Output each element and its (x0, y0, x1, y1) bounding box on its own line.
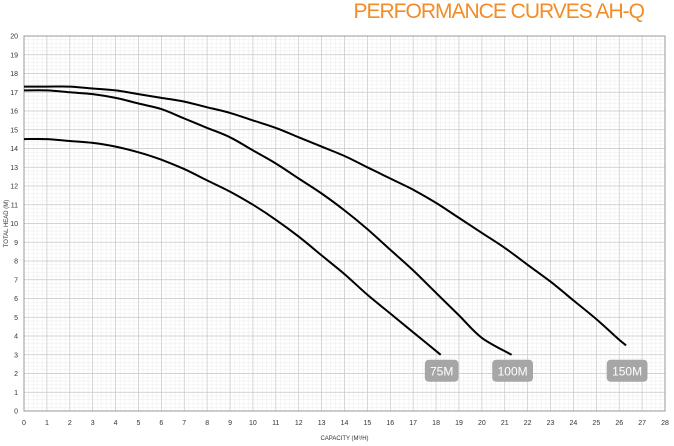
x-tick-label: 17 (409, 420, 417, 427)
y-tick-label: 19 (10, 52, 18, 59)
curve-label-75m: 75M (424, 359, 459, 382)
x-tick-label: 4 (114, 420, 118, 427)
x-axis-title: CAPACITY (M³/H) (320, 436, 368, 442)
y-tick-label: 20 (10, 34, 18, 41)
x-tick-label: 5 (137, 420, 141, 427)
y-tick-label: 5 (14, 315, 18, 322)
plot-frame (23, 35, 666, 412)
x-tick-label: 16 (386, 420, 394, 427)
y-tick-label: 2 (14, 371, 18, 378)
x-tick-labels: 0 1 2 3 4 5 6 7 8 9 10 11 12 13 14 15 16 17 18 19 20 21 22 23 24… (22, 420, 669, 427)
y-tick-label: 1 (14, 390, 18, 397)
x-tick-label: 3 (91, 420, 95, 427)
y-tick-label: 13 (10, 165, 18, 172)
y-tick-label: 9 (14, 240, 18, 247)
y-tick-label: 12 (10, 184, 18, 191)
x-tick-label: 1 (45, 420, 49, 427)
y-tick-label: 7 (14, 277, 18, 284)
series-line-75m (23, 137, 442, 356)
x-tick-label: 27 (638, 420, 646, 427)
y-tick-label: 11 (11, 202, 18, 209)
series-line-100m (23, 89, 513, 356)
x-tick-label: 13 (318, 420, 326, 427)
curve-label-badge (424, 359, 459, 382)
chart-title: PERFORMANCE CURVES AH-Q (353, 0, 645, 23)
x-tick-label: 10 (249, 420, 257, 427)
y-tick-label: 18 (10, 71, 18, 78)
x-tick-label: 2 (68, 420, 72, 427)
y-axis-title: TOTAL HEAD (M) (4, 200, 10, 248)
x-tick-label: 26 (615, 420, 623, 427)
y-tick-label: 0 (14, 409, 18, 416)
series-lines (23, 85, 627, 356)
x-tick-label: 8 (205, 420, 209, 427)
x-tick-label: 24 (570, 420, 578, 427)
curve-label-150m: 150M (606, 359, 648, 382)
axes (23, 35, 666, 412)
x-tick-label: 15 (363, 420, 371, 427)
x-tick-label: 20 (478, 420, 486, 427)
x-tick-label: 22 (524, 420, 532, 427)
series-line-150m (24, 85, 627, 347)
y-tick-label: 6 (14, 296, 18, 303)
y-tick-label: 14 (10, 146, 18, 153)
curve-label-text: 150M (612, 364, 642, 378)
y-tick-label: 16 (10, 109, 18, 116)
curve-label-100m: 100M (492, 359, 534, 382)
x-tick-label: 21 (501, 420, 509, 427)
y-tick-label: 17 (10, 90, 18, 97)
x-tick-label: 14 (341, 420, 349, 427)
y-tick-label: 4 (14, 334, 18, 341)
y-tick-label: 8 (14, 259, 18, 266)
x-tick-label: 18 (432, 420, 440, 427)
x-tick-label: 25 (592, 420, 600, 427)
curve-label-badge (492, 359, 534, 382)
x-tick-label: 11 (272, 420, 279, 427)
x-tick-label: 19 (455, 420, 463, 427)
curve-label-text: 75M (430, 364, 453, 378)
y-tick-label: 15 (10, 127, 18, 134)
x-tick-label: 12 (295, 420, 303, 427)
curve-label-text: 100M (498, 364, 528, 378)
x-tick-label: 7 (182, 420, 186, 427)
curve-labels: 75M 100M 150M (424, 359, 648, 382)
curve-label-badge (606, 359, 648, 382)
y-tick-label: 3 (14, 352, 18, 359)
y-tick-label: 10 (10, 221, 18, 228)
x-tick-label: 28 (661, 420, 669, 427)
x-tick-label: 9 (228, 420, 232, 427)
x-tick-label: 23 (547, 420, 555, 427)
x-tick-label: 6 (159, 420, 163, 427)
major-grid (23, 35, 666, 412)
x-tick-label: 0 (22, 420, 26, 427)
